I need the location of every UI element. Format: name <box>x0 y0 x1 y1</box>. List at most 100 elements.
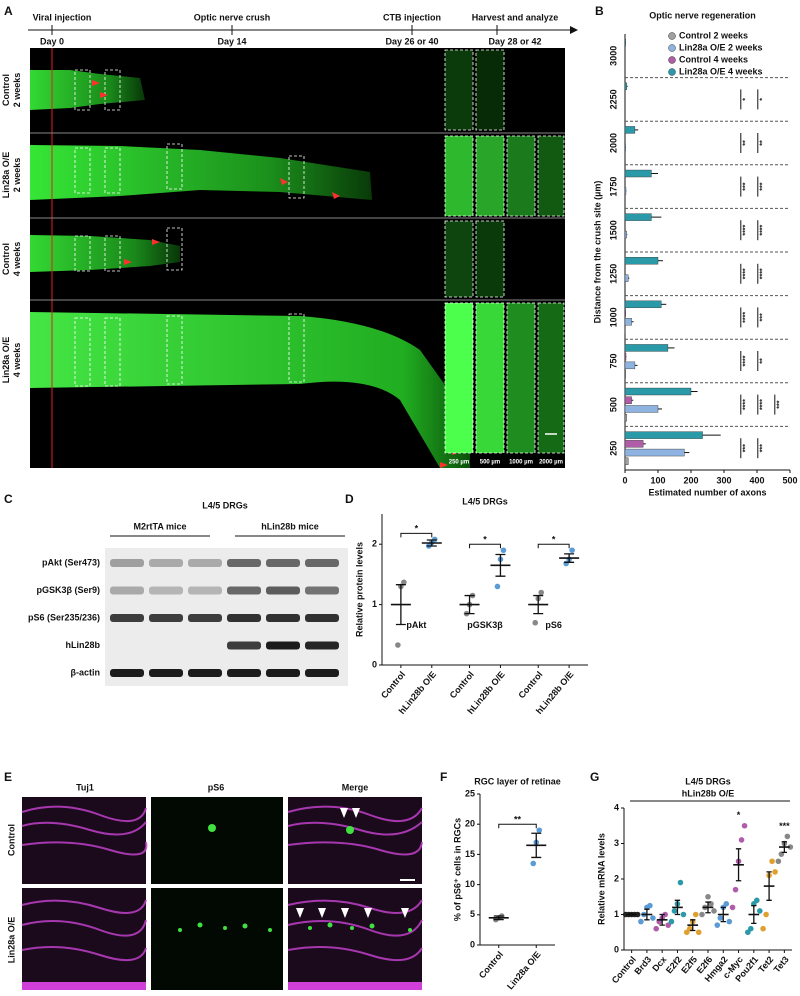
y-tick-label: 20 <box>465 819 475 829</box>
error-bar <box>533 594 544 615</box>
panel-letter: E <box>4 770 12 784</box>
roi-boxes <box>74 69 305 387</box>
bar <box>624 82 627 91</box>
row-label-line: Control <box>1 74 11 106</box>
error-bar <box>690 919 696 932</box>
significance-bracket <box>537 543 570 549</box>
y-tick-label: 1 <box>614 909 619 919</box>
significance-label: **** <box>760 268 767 279</box>
bar <box>624 300 662 309</box>
bar <box>624 361 636 370</box>
nerve <box>30 312 470 468</box>
bar <box>624 39 626 47</box>
error-bar <box>766 871 772 901</box>
row-label-line: 4 weeks <box>12 242 22 277</box>
data-point <box>653 925 659 932</box>
nerve <box>30 70 145 110</box>
chart-title: Optic nerve regeneration <box>649 10 756 20</box>
timeline-event: CTB injection <box>383 12 441 22</box>
data-point <box>638 918 644 925</box>
x-tick-label: Tet3 <box>772 954 791 974</box>
significance-bracket <box>469 543 501 549</box>
y-tick-label: 2000 <box>608 133 618 153</box>
significance-label: * <box>760 98 767 101</box>
significance-label: **** <box>743 268 750 279</box>
data-point <box>695 929 702 936</box>
bar <box>624 440 644 448</box>
row-label: Control <box>6 824 16 856</box>
data-point <box>665 922 671 928</box>
panel-letter: C <box>4 492 13 506</box>
data-point <box>668 918 675 925</box>
bar <box>624 318 632 326</box>
legend-marker <box>668 32 676 40</box>
bar <box>624 448 685 457</box>
data-point <box>500 547 507 554</box>
data-point <box>717 915 724 921</box>
timeline-event: Harvest and analyze <box>472 12 559 22</box>
data-point <box>705 893 711 900</box>
blot-band <box>305 559 339 567</box>
blot-band <box>188 614 222 622</box>
row-label-line: 4 weeks <box>12 343 22 378</box>
panel-letter: A <box>4 4 13 18</box>
significance-label: *** <box>779 821 790 831</box>
data-point <box>741 822 748 829</box>
row-label-line: Control <box>1 243 11 275</box>
error-bar <box>781 841 788 854</box>
legend-marker <box>668 68 676 76</box>
data-point <box>757 908 763 914</box>
data-point <box>401 579 407 586</box>
y-tick-label: 250 <box>608 441 618 456</box>
error-bar <box>495 553 506 577</box>
y-tick-label: 500 <box>608 397 618 412</box>
significance-label: ** <box>514 815 522 825</box>
blot-band <box>188 586 222 595</box>
x-tick-label: 0 <box>622 475 627 485</box>
x-tick-label: Control <box>516 669 544 700</box>
blot-band <box>149 669 183 677</box>
significance-label: * <box>743 98 750 101</box>
chart-title: RGC layer of retinae <box>474 776 561 786</box>
data-point <box>634 911 641 918</box>
blot-group: M2rtTA mice <box>133 521 186 531</box>
legend-label: Lin28a O/E 2 weeks <box>679 42 763 52</box>
error-bar <box>628 913 635 916</box>
y-tick-label: 0 <box>614 944 619 954</box>
bar <box>624 187 627 195</box>
row-label: Lin28a O/E2 weeks <box>1 152 22 199</box>
timeline-event: Viral injection <box>33 12 92 22</box>
blot-band <box>188 669 222 677</box>
x-tick-label: 300 <box>716 475 731 485</box>
data-point <box>662 911 668 918</box>
data-point <box>677 879 684 886</box>
panel-letter: G <box>590 770 599 784</box>
timeline-ticks <box>51 25 498 35</box>
row-separators <box>30 132 565 301</box>
data-point <box>772 869 778 875</box>
significance-label: **** <box>743 312 750 323</box>
bar <box>624 352 627 361</box>
group-label: pS6 <box>545 620 562 630</box>
x-tick-label: Brd3 <box>632 954 653 976</box>
x-tick-label: 200 <box>683 475 698 485</box>
x-tick-label: Control <box>448 669 476 700</box>
error-bar <box>395 584 406 626</box>
row-label: Control2 weeks <box>1 73 22 108</box>
chart-title: L4/5 DRGs <box>462 496 508 506</box>
y-tick-label: 3000 <box>608 46 618 66</box>
legend-marker <box>668 56 676 64</box>
y-tick-label: 10 <box>465 879 475 889</box>
y-axis-label: Relative protein levels <box>354 542 364 637</box>
significance-label: *** <box>760 444 767 452</box>
x-axis-label: Estimated number of axons <box>648 487 766 497</box>
significance-label: **** <box>760 399 767 410</box>
y-tick-label: 1750 <box>608 177 618 197</box>
data-point <box>738 837 745 843</box>
x-tick-label: 100 <box>650 475 665 485</box>
data-point <box>532 619 539 626</box>
significance-label: * <box>552 535 556 545</box>
timeline-arrow <box>570 26 578 34</box>
significance-label: ** <box>760 140 767 146</box>
